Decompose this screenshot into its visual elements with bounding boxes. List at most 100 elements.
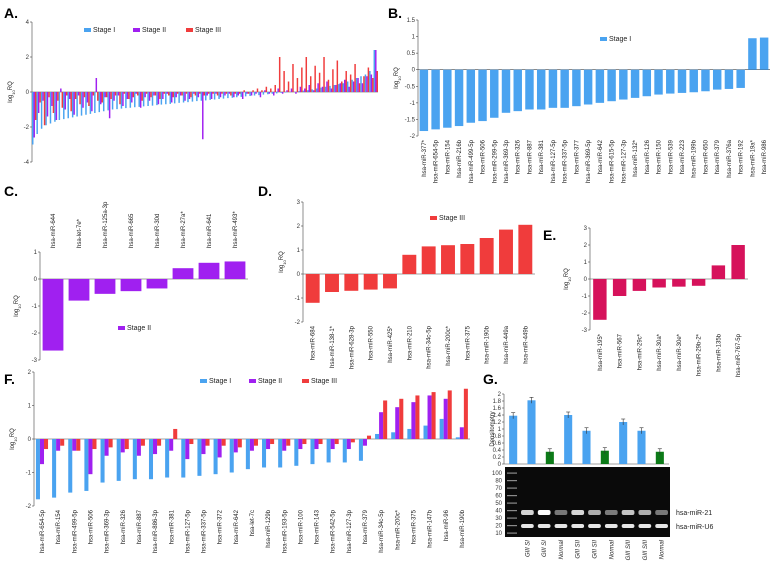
- bar-f: [310, 439, 314, 464]
- bar-g: [582, 431, 590, 464]
- bar-a: [280, 92, 281, 93]
- bar-e: [633, 279, 646, 291]
- y-tick-label: -3: [582, 328, 588, 334]
- category-label-f: hsa-miR-337-5p: [202, 509, 208, 553]
- y-tick-label: 4: [26, 20, 30, 26]
- bar-a: [198, 92, 199, 97]
- category-label-b: hsa-miR-132*: [633, 139, 639, 176]
- category-label-b: hsa-miR-199b: [692, 139, 698, 177]
- bar-a: [124, 92, 125, 94]
- bar-a: [300, 87, 301, 92]
- bar-a: [354, 64, 355, 92]
- bar-f: [254, 439, 258, 446]
- category-label-e: hsa-miR-30e*: [677, 333, 683, 370]
- ladder-band: [507, 518, 517, 519]
- category-label-c: hsa-miR-665: [129, 213, 135, 248]
- mir21-band: [521, 510, 534, 515]
- bar-f: [109, 439, 113, 447]
- bar-a: [131, 92, 132, 103]
- bar-a: [195, 92, 196, 96]
- bar-a: [331, 89, 332, 93]
- bar-a: [38, 92, 39, 113]
- category-label-f: hsa-miR-127-3p: [347, 509, 353, 553]
- bar-a: [192, 92, 193, 102]
- bar-a: [147, 92, 148, 106]
- bar-c: [43, 279, 64, 351]
- bar-a: [368, 68, 369, 93]
- category-label-d: hsa-miR-628-3p: [349, 325, 355, 369]
- bar-a: [180, 92, 181, 96]
- bar-a: [172, 92, 173, 97]
- category-label-b: hsa-miR-887: [527, 139, 533, 174]
- bar-f: [363, 439, 367, 446]
- bar-a: [63, 92, 64, 119]
- bar-f: [234, 439, 238, 452]
- bar-a: [226, 92, 227, 94]
- bar-a: [115, 92, 116, 96]
- lane-label: Normal: [559, 539, 565, 559]
- category-label-b: hsa-miR-377*: [422, 139, 428, 176]
- y-tick-label: -1.5: [405, 117, 416, 123]
- bar-a: [236, 92, 237, 97]
- bar-a: [113, 92, 114, 101]
- bar-a: [171, 92, 172, 103]
- y-tick-label: 2: [297, 224, 301, 230]
- ladder-label: 20: [495, 524, 502, 530]
- bar-b: [431, 70, 439, 130]
- bar-a: [263, 92, 264, 95]
- bar-f: [153, 439, 157, 454]
- bar-a: [377, 71, 378, 92]
- bar-f: [133, 439, 137, 479]
- bar-f: [286, 439, 290, 446]
- u6-band: [555, 524, 568, 528]
- bar-a: [326, 82, 327, 93]
- legend-swatch: [249, 379, 256, 383]
- bar-b: [490, 70, 498, 118]
- bar-b: [619, 70, 627, 100]
- bar-a: [184, 92, 185, 101]
- category-label-f: hsa-miR-129b: [266, 509, 272, 547]
- bar-f: [302, 439, 306, 444]
- bar-a: [72, 92, 73, 117]
- bar-c: [173, 268, 194, 279]
- bar-a: [303, 91, 304, 92]
- category-label-b: hsa-miR-299-5p: [492, 139, 498, 183]
- bar-a: [94, 92, 95, 113]
- bar-a: [138, 92, 139, 107]
- category-label-b: hsa-miR-369-3p: [504, 139, 510, 183]
- bar-f: [399, 399, 403, 439]
- bar-d: [402, 255, 416, 274]
- category-label-d: hsa-miR-210: [407, 325, 413, 360]
- bar-f: [250, 439, 254, 451]
- bar-a: [204, 92, 205, 96]
- bar-f: [141, 439, 145, 446]
- bar-a: [199, 92, 200, 94]
- bar-f: [56, 439, 60, 451]
- category-label-b: hsa-miR-126: [645, 139, 651, 174]
- bar-f: [367, 436, 371, 439]
- bar-a: [130, 92, 131, 108]
- bar-a: [146, 92, 147, 94]
- y-tick-label: 3: [584, 226, 588, 232]
- bar-b: [420, 70, 428, 131]
- bar-a: [292, 64, 293, 92]
- bar-a: [313, 90, 314, 92]
- bar-a: [316, 89, 317, 93]
- bar-f: [464, 389, 468, 439]
- ladder-band: [507, 533, 517, 534]
- bar-a: [260, 92, 261, 97]
- bar-a: [238, 92, 239, 96]
- legend-swatch: [118, 326, 125, 330]
- bar-f: [125, 439, 129, 449]
- bar-a: [288, 82, 289, 93]
- category-label-d: hsa-miR-425*: [388, 325, 394, 362]
- y-axis-label-d: log10RQ: [279, 251, 287, 273]
- ladder-band: [507, 480, 517, 481]
- bar-a: [140, 92, 141, 108]
- bar-g: [637, 431, 645, 464]
- bar-f: [214, 439, 218, 474]
- bar-a: [76, 92, 77, 117]
- bar-a: [119, 92, 120, 104]
- bar-a: [104, 92, 105, 97]
- bar-a: [91, 92, 92, 111]
